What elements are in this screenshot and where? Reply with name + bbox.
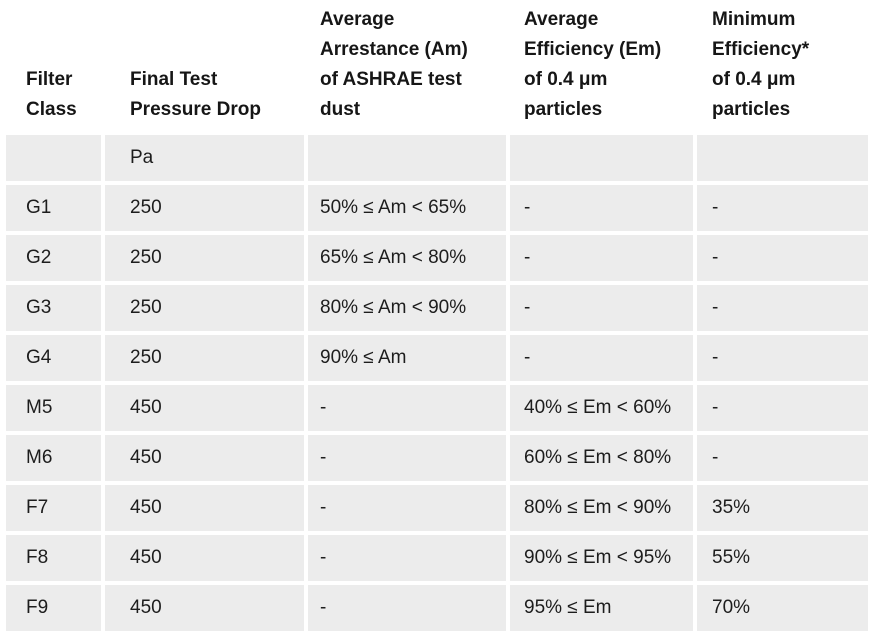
table-cell-filter-class: M5 xyxy=(6,385,101,431)
table-cell-pressure: 450 xyxy=(105,535,304,581)
table-row-g4: G4 250 90% ≤ Am - - xyxy=(6,335,868,381)
table-cell-arrestance: - xyxy=(308,385,506,431)
table-cell-pressure: 250 xyxy=(105,335,304,381)
table-row-m6: M6 450 - 60% ≤ Em < 80% - xyxy=(6,435,868,481)
table-cell-min-efficiency: - xyxy=(697,235,868,281)
table-cell-pressure: 450 xyxy=(105,485,304,531)
table-cell-arrestance: - xyxy=(308,485,506,531)
table-cell-min-efficiency: - xyxy=(697,385,868,431)
table-cell-filter-class: G3 xyxy=(6,285,101,331)
header-minimum-efficiency: Minimum Efficiency* of 0.4 μm particles xyxy=(712,9,810,120)
table-cell-pressure-unit: Pa xyxy=(105,135,304,181)
table-cell-arrestance: 90% ≤ Am xyxy=(308,335,506,381)
table-cell xyxy=(308,135,506,181)
table-cell-pressure: 250 xyxy=(105,235,304,281)
table-cell-pressure: 450 xyxy=(105,435,304,481)
table-cell-arrestance: - xyxy=(308,435,506,481)
header-average-efficiency: Average Efficiency (Em) of 0.4 μm partic… xyxy=(524,9,662,120)
table-cell-pressure: 450 xyxy=(105,585,304,631)
table-row-f9: F9 450 - 95% ≤ Em 70% xyxy=(6,585,868,631)
table-cell-arrestance: 50% ≤ Am < 65% xyxy=(308,185,506,231)
table-row-g1: G1 250 50% ≤ Am < 65% - - xyxy=(6,185,868,231)
header-filter-class: Filter Class xyxy=(26,69,77,120)
table-cell-pressure: 250 xyxy=(105,185,304,231)
table-cell-filter-class: M6 xyxy=(6,435,101,481)
table-row-f8: F8 450 - 90% ≤ Em < 95% 55% xyxy=(6,535,868,581)
header-row: Filter Class Final Test Pressure Drop Av… xyxy=(6,0,868,131)
table-cell-arrestance: - xyxy=(308,585,506,631)
table-cell-min-efficiency: 55% xyxy=(697,535,868,581)
table-cell-filter-class: F9 xyxy=(6,585,101,631)
table-row-units: Pa xyxy=(6,135,868,181)
table-cell-avg-efficiency: - xyxy=(510,185,693,231)
table-cell-min-efficiency: 35% xyxy=(697,485,868,531)
table-cell-min-efficiency: 70% xyxy=(697,585,868,631)
table-cell-filter-class: G4 xyxy=(6,335,101,381)
table-cell-avg-efficiency: 40% ≤ Em < 60% xyxy=(510,385,693,431)
table-cell-avg-efficiency: 60% ≤ Em < 80% xyxy=(510,435,693,481)
table-row-f7: F7 450 - 80% ≤ Em < 90% 35% xyxy=(6,485,868,531)
table-cell-avg-efficiency: - xyxy=(510,235,693,281)
table-cell-filter-class: F7 xyxy=(6,485,101,531)
table-cell-avg-efficiency: - xyxy=(510,335,693,381)
table-cell-avg-efficiency: - xyxy=(510,285,693,331)
table-row-g3: G3 250 80% ≤ Am < 90% - - xyxy=(6,285,868,331)
table-cell-min-efficiency: - xyxy=(697,285,868,331)
table-cell-pressure: 250 xyxy=(105,285,304,331)
table-cell-min-efficiency: - xyxy=(697,185,868,231)
table-cell-filter-class: G1 xyxy=(6,185,101,231)
header-final-test-pressure-drop: Final Test Pressure Drop xyxy=(130,69,261,120)
header-average-arrestance: Average Arrestance (Am) of ASHRAE test d… xyxy=(320,9,468,120)
table-cell-filter-class: F8 xyxy=(6,535,101,581)
table-cell-avg-efficiency: 90% ≤ Em < 95% xyxy=(510,535,693,581)
table-cell-min-efficiency: - xyxy=(697,435,868,481)
table-cell-arrestance: 65% ≤ Am < 80% xyxy=(308,235,506,281)
table-cell-min-efficiency: - xyxy=(697,335,868,381)
table-cell-pressure: 450 xyxy=(105,385,304,431)
table-row-g2: G2 250 65% ≤ Am < 80% - - xyxy=(6,235,868,281)
table-row-m5: M5 450 - 40% ≤ Em < 60% - xyxy=(6,385,868,431)
table-cell-arrestance: - xyxy=(308,535,506,581)
table-cell-avg-efficiency: 80% ≤ Em < 90% xyxy=(510,485,693,531)
table-cell xyxy=(6,135,101,181)
table-cell xyxy=(697,135,868,181)
table-cell-filter-class: G2 xyxy=(6,235,101,281)
table-cell-avg-efficiency: 95% ≤ Em xyxy=(510,585,693,631)
table-cell-arrestance: 80% ≤ Am < 90% xyxy=(308,285,506,331)
table-cell xyxy=(510,135,693,181)
